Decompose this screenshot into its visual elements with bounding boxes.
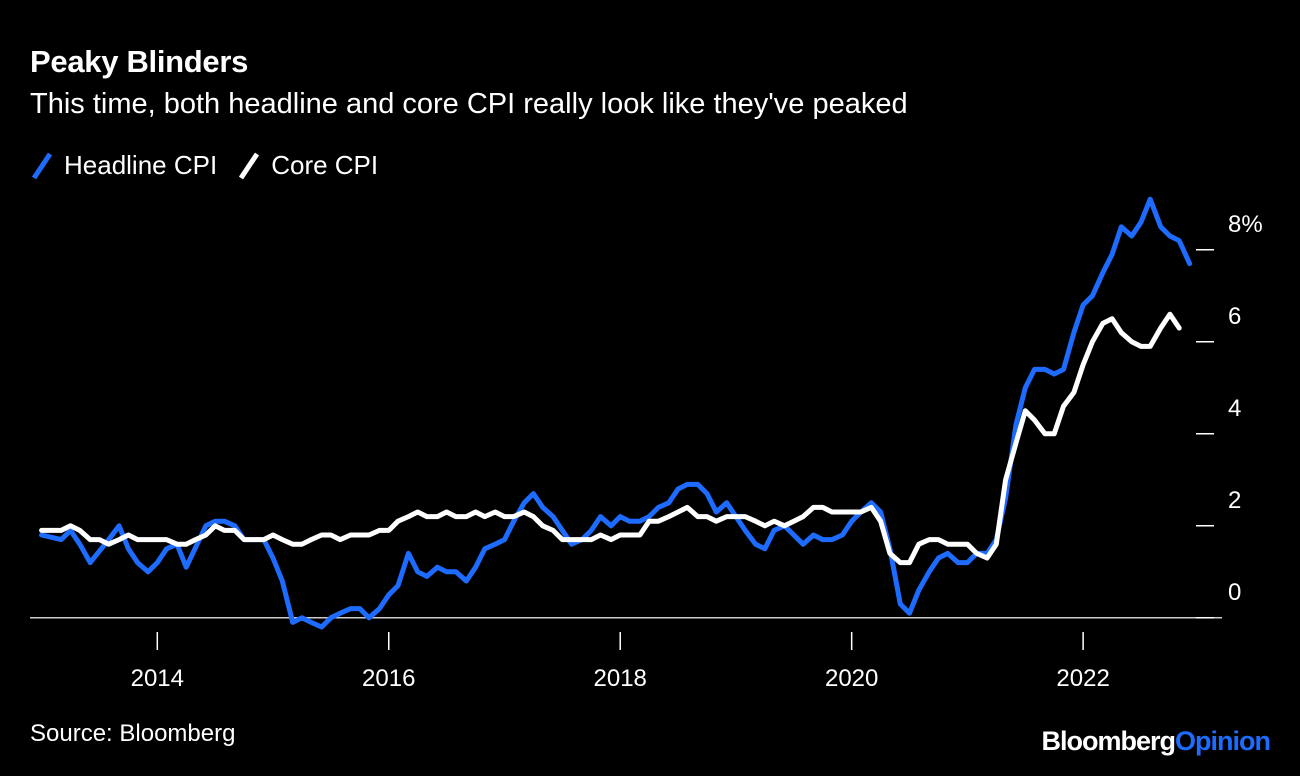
bloomberg-opinion-logo: BloombergOpinion	[1042, 726, 1271, 757]
y-tick-label: 8%	[1228, 211, 1263, 238]
brand-name: Bloomberg	[1041, 726, 1177, 756]
x-tick-label: 2020	[825, 665, 878, 692]
y-tick-label: 4	[1228, 395, 1241, 422]
x-tick-label: 2018	[594, 665, 647, 692]
legend-item-core: Core CPI	[237, 150, 378, 181]
legend-label-headline: Headline CPI	[64, 150, 218, 180]
x-tick-label: 2014	[131, 665, 184, 692]
source-note: Source: Bloomberg	[30, 720, 236, 747]
legend-line-core	[239, 152, 260, 179]
x-tick-label: 2022	[1056, 665, 1109, 692]
y-tick-label: 0	[1228, 579, 1241, 606]
legend: Headline CPI Core CPI	[30, 150, 398, 181]
legend-swatch-headline-icon	[31, 152, 53, 179]
chart-title: Peaky Blinders	[30, 44, 249, 79]
x-tick-label: 2016	[362, 665, 415, 692]
chart-subtitle: This time, both headline and core CPI re…	[30, 88, 908, 120]
legend-label-core: Core CPI	[271, 150, 379, 180]
brand-suffix: Opinion	[1175, 726, 1271, 756]
series-line-core-cpi	[39, 311, 1182, 566]
legend-line-headline	[31, 152, 53, 179]
y-tick-label: 2	[1228, 487, 1241, 514]
y-tick-label: 6	[1228, 303, 1241, 330]
series-line-headline-cpi	[39, 196, 1193, 630]
legend-swatch-core-icon	[239, 152, 260, 179]
legend-item-headline: Headline CPI	[30, 150, 217, 181]
